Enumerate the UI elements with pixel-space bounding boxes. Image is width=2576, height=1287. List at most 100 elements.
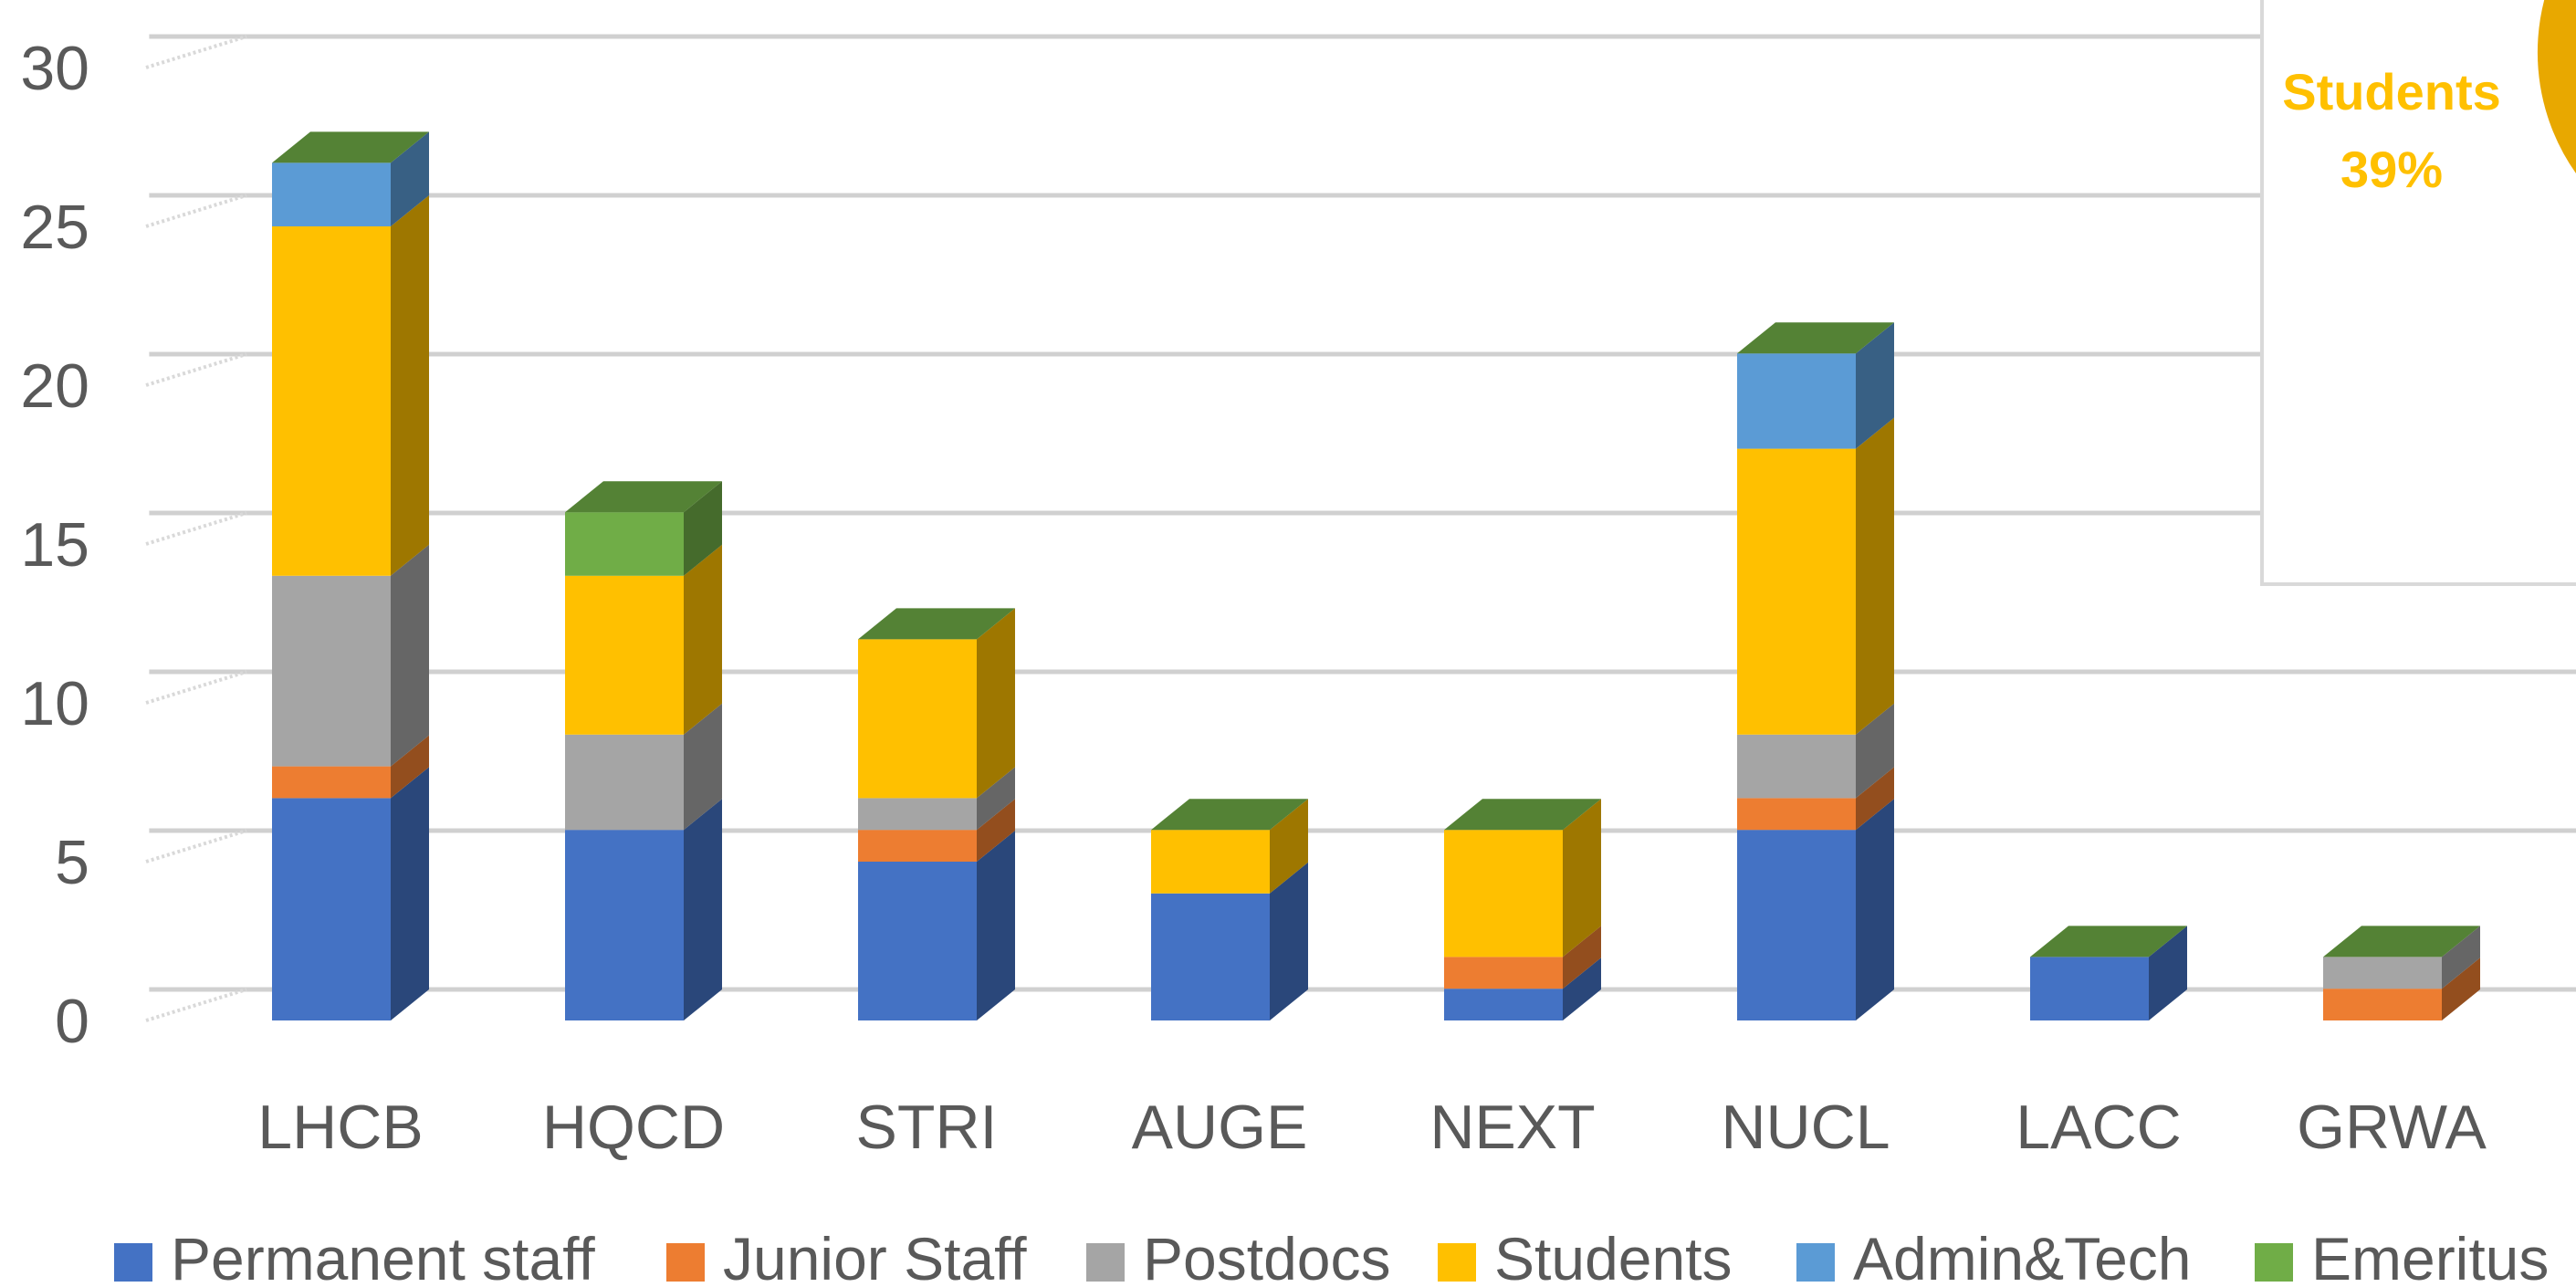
bar-segment bbox=[565, 512, 684, 576]
bar-stack bbox=[272, 131, 429, 1020]
bar-segment bbox=[1737, 830, 1856, 1020]
bar-stack bbox=[1737, 322, 1894, 1020]
legend-swatch bbox=[1086, 1243, 1125, 1282]
bar-segment-side bbox=[2149, 926, 2187, 1020]
x-category-label: STRI bbox=[856, 1093, 998, 1162]
bar-segment bbox=[1444, 830, 1563, 957]
inset-panel-frame bbox=[2260, 0, 2576, 586]
y-tick-label: 25 bbox=[20, 193, 89, 262]
bar-segment bbox=[1737, 448, 1856, 735]
bar-top-cap bbox=[1151, 799, 1308, 831]
bar-segment-side bbox=[1270, 799, 1308, 894]
bar-segment-side bbox=[684, 481, 722, 576]
bar-segment bbox=[1444, 957, 1563, 989]
bar-segment bbox=[1151, 893, 1270, 1020]
bar-segment bbox=[2323, 957, 2442, 989]
y-tick-label: 15 bbox=[20, 510, 89, 580]
bar-segment-side bbox=[1856, 322, 1894, 449]
bar-segment-side bbox=[391, 735, 429, 799]
x-category-label: NUCL bbox=[1721, 1093, 1890, 1162]
bar-segment-side bbox=[977, 799, 1015, 862]
inset-pie-slice-students bbox=[2537, 0, 2576, 173]
bar-stack bbox=[2030, 926, 2187, 1020]
x-category-label: NEXT bbox=[1429, 1093, 1595, 1162]
bar-segment-side bbox=[1270, 862, 1308, 1020]
bar-segment bbox=[272, 575, 391, 767]
legend-label: Junior Staff bbox=[723, 1225, 1027, 1287]
y-tick-label: 20 bbox=[20, 351, 89, 421]
legend-swatch bbox=[114, 1243, 152, 1282]
gridline-side bbox=[145, 352, 247, 387]
gridlines bbox=[145, 34, 2576, 1022]
x-category-label: GRWA bbox=[2297, 1093, 2487, 1162]
bars bbox=[272, 131, 2480, 1020]
bar-segment bbox=[2323, 989, 2442, 1020]
bar-segment bbox=[272, 798, 391, 1020]
bar-segment-side bbox=[1856, 767, 1894, 831]
x-category-label: AUGE bbox=[1132, 1093, 1308, 1162]
bar-stack bbox=[565, 481, 722, 1020]
gridline-side bbox=[145, 988, 247, 1022]
bar-top-cap bbox=[2030, 926, 2187, 957]
bar-segment-side bbox=[1563, 957, 1601, 1020]
inset-slice-label: Students bbox=[2282, 63, 2501, 120]
legend-label: Students bbox=[1494, 1225, 1733, 1287]
bar-top-cap bbox=[858, 608, 1015, 640]
bar-segment-side bbox=[1563, 799, 1601, 957]
gridline-side bbox=[145, 829, 247, 863]
bar-stack bbox=[1444, 799, 1601, 1020]
gridline-side bbox=[145, 511, 247, 546]
bar-segment bbox=[565, 830, 684, 1020]
bar-stack bbox=[858, 608, 1015, 1020]
bar-top-cap bbox=[1737, 322, 1894, 354]
bar-segment-side bbox=[1856, 703, 1894, 799]
bar-segment bbox=[858, 862, 977, 1020]
legend-label: Postdocs bbox=[1143, 1225, 1390, 1287]
bar-top-cap bbox=[1444, 799, 1601, 831]
legend-swatch bbox=[1796, 1243, 1835, 1282]
bar-segment bbox=[272, 766, 391, 799]
x-category-label: HQCD bbox=[542, 1093, 725, 1162]
legend-swatch bbox=[1438, 1243, 1476, 1282]
bar-segment-side bbox=[977, 767, 1015, 831]
bar-segment-side bbox=[391, 195, 429, 576]
gridline-side bbox=[145, 194, 247, 228]
legend-label: Permanent staff bbox=[171, 1225, 595, 1287]
inset-slice-percent: 39% bbox=[2340, 141, 2443, 198]
legend-label: Admin&Tech bbox=[1853, 1225, 2192, 1287]
y-tick-label: 10 bbox=[20, 669, 89, 738]
bar-segment-side bbox=[391, 767, 429, 1020]
legend-swatch bbox=[666, 1243, 705, 1282]
bar-top-cap bbox=[2323, 926, 2480, 957]
bar-segment-side bbox=[1563, 926, 1601, 989]
x-category-label: LACC bbox=[2016, 1093, 2181, 1162]
bar-segment-side bbox=[2442, 957, 2480, 1020]
bar-segment-side bbox=[977, 608, 1015, 799]
x-category-label: LHCB bbox=[257, 1093, 423, 1162]
legend-label: Emeritus bbox=[2311, 1225, 2549, 1287]
bar-segment-side bbox=[684, 703, 722, 831]
y-tick-label: 0 bbox=[55, 987, 89, 1056]
bar-segment bbox=[1151, 830, 1270, 894]
legend-swatch bbox=[2255, 1243, 2293, 1282]
bar-segment-side bbox=[391, 544, 429, 767]
bar-segment bbox=[1737, 353, 1856, 449]
bar-segment bbox=[272, 226, 391, 576]
bar-segment bbox=[858, 798, 977, 831]
bar-segment bbox=[565, 575, 684, 735]
gridline-side bbox=[145, 670, 247, 705]
bar-segment-side bbox=[684, 544, 722, 735]
y-tick-label: 30 bbox=[20, 34, 89, 103]
y-tick-label: 5 bbox=[55, 828, 89, 897]
bar-segment-side bbox=[1856, 799, 1894, 1020]
bar-segment bbox=[1444, 989, 1563, 1020]
bar-segment bbox=[272, 162, 391, 226]
bar-segment-side bbox=[2442, 926, 2480, 989]
bar-segment-side bbox=[977, 831, 1015, 1020]
bar-segment-side bbox=[1856, 417, 1894, 735]
x-axis: LHCB HQCD STRI AUGE NEXT NUCL LACC GRWA bbox=[257, 1093, 2487, 1162]
bar-top-cap bbox=[565, 481, 722, 513]
bar-stack bbox=[2323, 926, 2480, 1020]
bar-segment bbox=[1737, 798, 1856, 831]
